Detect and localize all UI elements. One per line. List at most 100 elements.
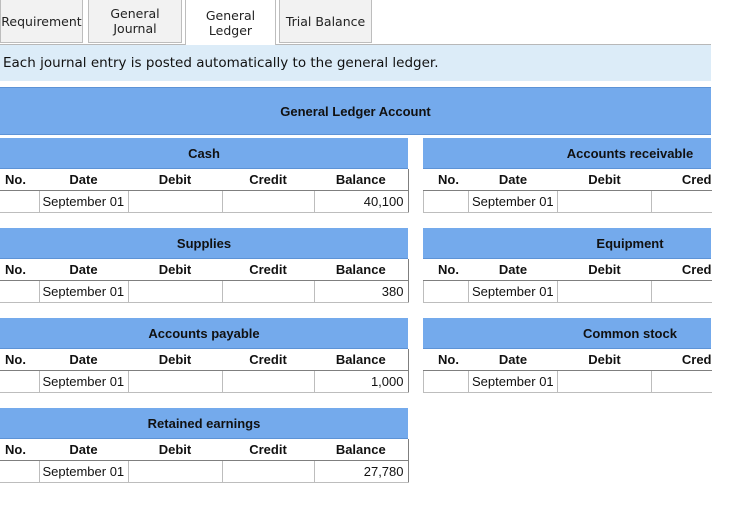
table-row: September 01 — [423, 370, 712, 393]
col-date: Date — [468, 259, 558, 281]
ledger-title: General Ledger Account — [0, 87, 711, 135]
no-cell — [423, 370, 469, 393]
account-equipment: Equipment No. Date Debit Cred September … — [423, 228, 712, 303]
credit-input[interactable] — [221, 370, 315, 393]
account-supplies: Supplies No. Date Debit Credit Balance S… — [0, 228, 409, 303]
account-retained-earnings: Retained earnings No. Date Debit Credit … — [0, 408, 409, 483]
account-title: Retained earnings — [0, 408, 408, 439]
debit-input[interactable] — [127, 370, 223, 393]
col-debit: Debit — [128, 259, 222, 281]
debit-input[interactable] — [127, 280, 223, 303]
col-balance: Balance — [314, 349, 409, 371]
balance-cell: 1,000 — [313, 370, 409, 393]
col-debit: Debit — [557, 169, 652, 191]
account-table: No. Date Debit Credit Balance September … — [0, 349, 409, 393]
table-row: September 01 — [423, 280, 712, 303]
tab-general-journal-label: General Journal — [110, 6, 160, 36]
tab-trial-balance[interactable]: Trial Balance — [279, 0, 372, 43]
account-table: No. Date Debit Cred September 01 — [423, 349, 712, 393]
header-row: No. Date Debit Cred — [423, 259, 712, 281]
col-credit: Cred — [651, 259, 712, 281]
table-row: September 01 — [423, 190, 712, 213]
tab-requirement-label: Requirement — [1, 13, 82, 29]
tab-trial-balance-label: Trial Balance — [285, 13, 366, 29]
info-banner: Each journal entry is posted automatical… — [0, 45, 711, 81]
col-date: Date — [39, 259, 128, 281]
date-cell: September 01 — [468, 190, 558, 213]
account-accounts-receivable: Accounts receivable No. Date Debit Cred … — [423, 138, 712, 213]
tab-bar-divider — [0, 44, 711, 45]
col-credit: Credit — [222, 349, 314, 371]
credit-input[interactable] — [221, 280, 315, 303]
col-no: No. — [0, 349, 39, 371]
col-date: Date — [468, 349, 558, 371]
debit-input[interactable] — [557, 370, 652, 393]
tab-bar: Requirement General Journal General Ledg… — [0, 0, 729, 45]
header-row: No. Date Debit Credit Balance — [0, 169, 409, 191]
tab-requirement[interactable]: Requirement — [0, 0, 83, 43]
col-debit: Debit — [128, 349, 222, 371]
balance-cell: 27,780 — [313, 460, 409, 483]
tab-general-ledger[interactable]: General Ledger — [185, 0, 276, 45]
col-no: No. — [0, 169, 39, 191]
col-date: Date — [39, 439, 128, 461]
date-cell: September 01 — [468, 370, 558, 393]
date-cell: September 01 — [38, 190, 129, 213]
no-cell — [0, 370, 40, 393]
header-row: No. Date Debit Cred — [423, 169, 712, 191]
col-credit: Cred — [651, 169, 712, 191]
balance-cell: 380 — [313, 280, 409, 303]
col-credit: Cred — [651, 349, 712, 371]
credit-input[interactable] — [221, 460, 315, 483]
table-row: September 01 27,780 — [0, 460, 409, 483]
account-title: Common stock — [423, 318, 711, 349]
account-table: No. Date Debit Credit Balance September … — [0, 169, 409, 213]
no-cell — [423, 280, 469, 303]
account-title: Equipment — [423, 228, 711, 259]
credit-input[interactable] — [651, 370, 712, 393]
col-debit: Debit — [557, 349, 652, 371]
account-table: No. Date Debit Cred September 01 — [423, 259, 712, 303]
col-no: No. — [423, 349, 469, 371]
debit-input[interactable] — [557, 280, 652, 303]
credit-input[interactable] — [221, 190, 315, 213]
date-cell: September 01 — [38, 280, 129, 303]
col-no: No. — [423, 259, 469, 281]
header-row: No. Date Debit Cred — [423, 349, 712, 371]
account-table: No. Date Debit Credit Balance September … — [0, 439, 409, 483]
col-credit: Credit — [222, 439, 314, 461]
no-cell — [0, 460, 40, 483]
col-date: Date — [39, 169, 128, 191]
date-cell: September 01 — [38, 370, 129, 393]
col-date: Date — [468, 169, 558, 191]
col-no: No. — [0, 259, 39, 281]
tab-general-journal[interactable]: General Journal — [88, 0, 182, 43]
table-row: September 01 380 — [0, 280, 409, 303]
col-balance: Balance — [314, 259, 409, 281]
header-row: No. Date Debit Credit Balance — [0, 259, 409, 281]
no-cell — [0, 280, 40, 303]
no-cell — [0, 190, 40, 213]
col-no: No. — [423, 169, 469, 191]
table-row: September 01 40,100 — [0, 190, 409, 213]
balance-cell: 40,100 — [313, 190, 409, 213]
col-balance: Balance — [314, 169, 409, 191]
debit-input[interactable] — [127, 460, 223, 483]
debit-input[interactable] — [557, 190, 652, 213]
account-accounts-payable: Accounts payable No. Date Debit Credit B… — [0, 318, 409, 393]
col-credit: Credit — [222, 169, 314, 191]
col-no: No. — [0, 439, 39, 461]
credit-input[interactable] — [651, 280, 712, 303]
no-cell — [423, 190, 469, 213]
col-debit: Debit — [128, 439, 222, 461]
header-row: No. Date Debit Credit Balance — [0, 439, 409, 461]
account-title: Cash — [0, 138, 408, 169]
account-title: Supplies — [0, 228, 408, 259]
col-debit: Debit — [128, 169, 222, 191]
table-row: September 01 1,000 — [0, 370, 409, 393]
debit-input[interactable] — [127, 190, 223, 213]
account-table: No. Date Debit Cred September 01 — [423, 169, 712, 213]
account-table: No. Date Debit Credit Balance September … — [0, 259, 409, 303]
date-cell: September 01 — [38, 460, 129, 483]
credit-input[interactable] — [651, 190, 712, 213]
